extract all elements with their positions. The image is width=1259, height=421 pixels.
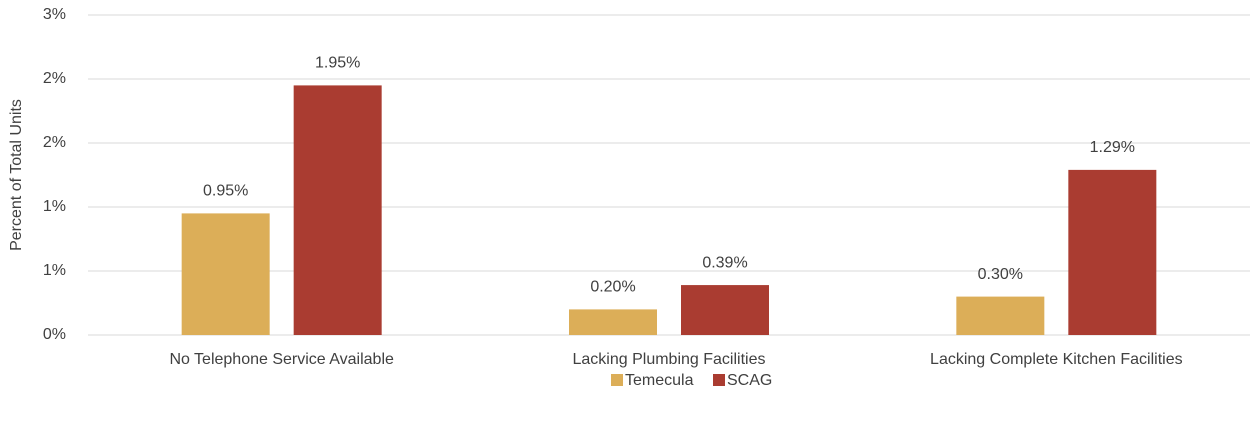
y-tick-label: 2%	[43, 134, 66, 151]
bar	[181, 213, 270, 335]
data-label: 0.30%	[978, 266, 1023, 283]
x-tick-label: No Telephone Service Available	[169, 351, 394, 368]
bar	[681, 285, 769, 335]
y-tick-label: 2%	[43, 70, 66, 87]
x-tick-label: Lacking Plumbing Facilities	[573, 351, 766, 368]
data-label: 1.95%	[315, 55, 360, 72]
data-label: 0.20%	[590, 279, 635, 296]
legend-label: SCAG	[727, 372, 772, 389]
legend-swatch	[713, 374, 725, 386]
bar	[1068, 169, 1157, 335]
y-tick-label: 0%	[43, 326, 66, 343]
x-tick-label: Lacking Complete Kitchen Facilities	[930, 351, 1183, 368]
y-axis-label: Percent of Total Units	[8, 99, 25, 251]
data-label: 0.95%	[203, 183, 248, 200]
y-tick-label: 1%	[43, 198, 66, 215]
legend-swatch	[611, 374, 623, 386]
y-tick-label: 3%	[43, 6, 66, 23]
y-tick-label: 1%	[43, 262, 66, 279]
data-label: 1.29%	[1090, 139, 1135, 156]
data-label: 0.39%	[702, 254, 747, 271]
bar	[956, 296, 1045, 335]
bar	[293, 85, 382, 336]
bar	[569, 309, 657, 335]
legend-label: Temecula	[625, 372, 694, 389]
